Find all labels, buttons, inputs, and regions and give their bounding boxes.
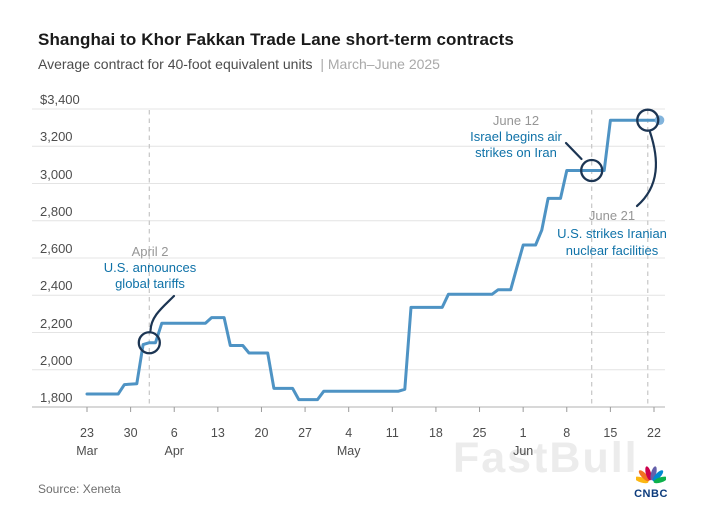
annotation-june-12: June 12 Israel begins air strikes on Ira… (470, 113, 562, 161)
chart-subtitle: Average contract for 40-foot equivalent … (38, 56, 440, 72)
annotation-connector (564, 141, 583, 161)
subtitle-period: | March–June 2025 (320, 56, 440, 72)
annotation-text: global tariffs (115, 276, 185, 291)
annotation-text: U.S. strikes Iranian (557, 225, 667, 241)
peacock-feather (638, 470, 650, 482)
peacock-icon (634, 466, 668, 484)
cnbc-wordmark: CNBC (634, 488, 668, 500)
event-marker-circle (137, 331, 161, 355)
subtitle-main: Average contract for 40-foot equivalent … (38, 56, 313, 72)
annotation-text: Israel begins air (470, 129, 562, 144)
annotation-april-2: April 2 U.S. announces global tariffs (104, 244, 197, 292)
peacock-feather (645, 466, 652, 481)
annotation-date: June 12 (492, 113, 540, 128)
annotation-date: June 21 (588, 208, 636, 223)
event-marker-circle (636, 108, 660, 132)
peacock-feather (650, 466, 657, 481)
peacock-feather (653, 476, 668, 484)
annotation-text: U.S. announces (103, 260, 197, 275)
annotation-connector (635, 130, 658, 208)
annotation-date: April 2 (131, 244, 169, 259)
annotation-connector (149, 294, 176, 332)
watermark: FastBull (453, 434, 639, 482)
source-credit: Source: Xeneta (38, 482, 121, 496)
annotation-text: strikes on Iran (475, 145, 557, 160)
page-title: Shanghai to Khor Fakkan Trade Lane short… (38, 30, 514, 49)
annotation-june-21: June 21 U.S. strikes Iranian nuclear fac… (557, 207, 667, 260)
peacock-feather (634, 476, 649, 484)
cnbc-logo: CNBC (630, 464, 672, 500)
peacock-feather (652, 470, 664, 482)
latest-point-dot (654, 115, 665, 125)
event-marker-circle (580, 158, 604, 183)
annotation-text: nuclear facilities (565, 243, 659, 258)
